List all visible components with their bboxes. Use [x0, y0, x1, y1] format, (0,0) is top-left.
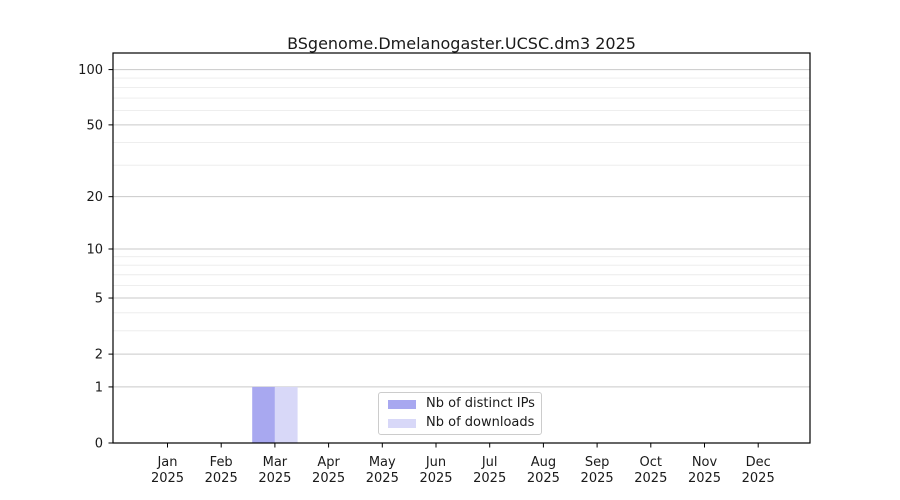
y-tick-label: 1	[95, 380, 103, 395]
legend-entry-distinct-ips: Nb of distinct IPs	[388, 396, 535, 412]
legend: Nb of distinct IPs Nb of downloads	[378, 392, 542, 435]
x-tick-label-year: 2025	[527, 471, 560, 486]
bar-nb-of-distinct-ips-mar-2025	[252, 386, 275, 443]
x-tick-label-month: Apr	[317, 455, 340, 470]
x-tick-label-year: 2025	[312, 471, 345, 486]
y-tick-label: 5	[95, 292, 103, 307]
x-tick-label-month: Aug	[531, 455, 556, 470]
x-tick-label-month: Dec	[746, 455, 771, 470]
x-tick-label-year: 2025	[742, 471, 775, 486]
x-tick-label-month: Oct	[640, 455, 662, 470]
x-tick-label-month: Sep	[585, 455, 610, 470]
x-tick-label-month: Nov	[692, 455, 718, 470]
x-tick-label-month: Mar	[263, 455, 288, 470]
legend-label-downloads: Nb of downloads	[426, 415, 535, 430]
x-tick-label-month: Jul	[481, 455, 498, 470]
x-tick-label-year: 2025	[634, 471, 667, 486]
x-tick-label-month: Jan	[156, 455, 177, 470]
legend-swatch-downloads	[388, 418, 416, 428]
x-tick-label-year: 2025	[581, 471, 614, 486]
y-tick-label: 50	[86, 118, 103, 133]
x-tick-label-year: 2025	[366, 471, 399, 486]
x-tick-label-year: 2025	[473, 471, 506, 486]
y-tick-label: 100	[78, 63, 103, 78]
y-tick-label: 0	[95, 437, 103, 452]
x-tick-label-month: Feb	[210, 455, 233, 470]
legend-entry-downloads: Nb of downloads	[388, 415, 535, 431]
x-tick-label-year: 2025	[258, 471, 291, 486]
x-tick-label-month: Jun	[425, 455, 446, 470]
x-tick-label-year: 2025	[419, 471, 452, 486]
legend-label-distinct-ips: Nb of distinct IPs	[426, 396, 535, 411]
y-tick-label: 10	[86, 242, 103, 257]
y-tick-label: 2	[95, 348, 103, 363]
y-tick-label: 20	[86, 190, 103, 205]
x-tick-label-month: May	[369, 455, 396, 470]
legend-swatch-distinct-ips	[388, 399, 416, 409]
x-tick-label-year: 2025	[151, 471, 184, 486]
bar-nb-of-downloads-mar-2025	[274, 386, 298, 443]
x-tick-label-year: 2025	[205, 471, 238, 486]
plot-border	[112, 52, 811, 444]
chart-title: BSgenome.Dmelanogaster.UCSC.dm3 2025	[287, 34, 636, 53]
x-tick-label-year: 2025	[688, 471, 721, 486]
